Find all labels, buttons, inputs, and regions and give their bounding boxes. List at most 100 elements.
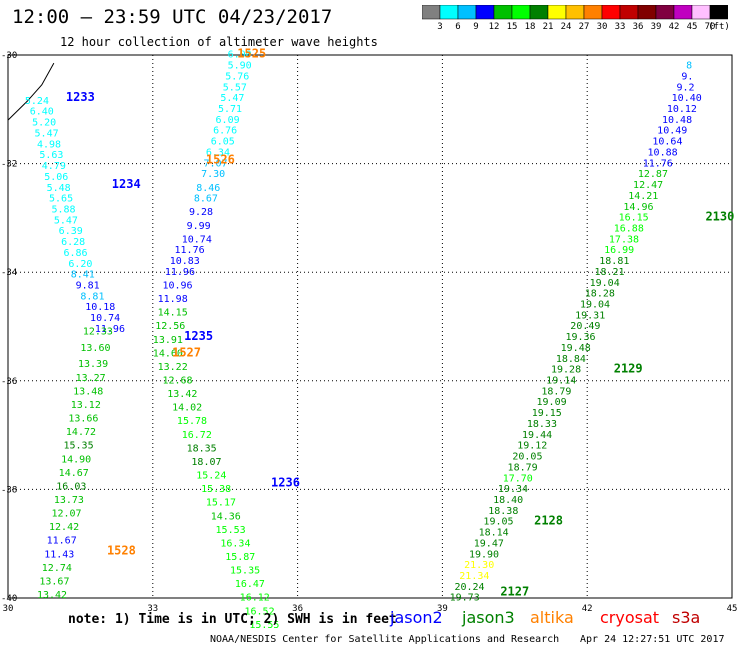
pass-number-label: 2127 — [500, 584, 529, 598]
swh-observation: 5.47 — [220, 93, 244, 104]
swh-observation: 19.44 — [522, 430, 552, 441]
colorbar-tick-label: 9 — [473, 22, 479, 32]
swh-observation: 18.79 — [508, 462, 538, 473]
footer-note: note: 1) Time is in UTC; 2) SWH is in fe… — [68, 612, 397, 627]
swh-observation: 13.67 — [39, 576, 69, 587]
colorbar — [422, 5, 728, 20]
colorbar-tick-label: 3 — [437, 22, 443, 32]
pass-number-label: 1527 — [172, 345, 201, 359]
swh-observation: 10.40 — [672, 93, 702, 104]
swh-observation: 19.90 — [469, 549, 499, 560]
swh-observation: 12.42 — [49, 522, 79, 533]
colorbar-tick-label: 27 — [578, 22, 590, 32]
swh-observation: 5.76 — [225, 71, 249, 82]
swh-observation: 10.74 — [182, 234, 212, 245]
swh-observation: 13.12 — [71, 400, 101, 411]
x-tick-label: 36 — [292, 604, 303, 614]
legend-s3a: s3a — [672, 608, 701, 627]
swh-observation: 13.39 — [78, 359, 108, 370]
colorbar-tick-label: (ft) — [708, 22, 730, 32]
swh-observation: 15.24 — [196, 471, 226, 482]
swh-observation: 19.28 — [551, 365, 581, 376]
swh-observation: 13.22 — [158, 362, 188, 373]
swh-observation: 6.40 — [30, 107, 54, 118]
swh-observation: 19.12 — [517, 441, 547, 452]
swh-observation: 13.91 — [153, 335, 183, 346]
swh-observation: 19.04 — [590, 278, 620, 289]
swh-observation: 11.98 — [158, 294, 188, 305]
swh-observation: 10.18 — [85, 302, 115, 313]
swh-observation: 18.35 — [187, 443, 217, 454]
x-tick-label: 39 — [437, 604, 448, 614]
x-tick-label: 42 — [582, 604, 593, 614]
map-frame — [7, 54, 733, 599]
swh-observation: 5.63 — [39, 150, 63, 161]
swh-observation: 12.68 — [162, 376, 192, 387]
swh-observation: 10.48 — [662, 115, 692, 126]
swh-observation: 11.96 — [165, 267, 195, 278]
x-tick-label: 30 — [3, 604, 14, 614]
swh-observation: 8.41 — [71, 270, 95, 281]
swh-observation: 16.88 — [614, 223, 644, 234]
pass-number-label: 1234 — [112, 177, 141, 191]
swh-observation: 10.74 — [90, 313, 120, 324]
swh-observation: 19.31 — [575, 310, 605, 321]
swh-observation: 19.09 — [537, 397, 567, 408]
swh-observation: 13.27 — [76, 373, 106, 384]
swh-observation: 18.28 — [585, 289, 615, 300]
swh-observation: 6.28 — [61, 237, 85, 248]
swh-observation: 5.47 — [35, 128, 59, 139]
swh-observation: 19.36 — [565, 332, 595, 343]
swh-observation: 15.55 — [249, 620, 279, 631]
generation-timestamp: Apr 24 12:27:51 UTC 2017 — [580, 634, 725, 645]
swh-observation: 6.00 — [228, 50, 252, 61]
swh-observation: 18.84 — [556, 354, 586, 365]
swh-observation: 4.79 — [42, 161, 66, 172]
swh-observation: 8.46 — [196, 183, 220, 194]
swh-observation: 12.47 — [633, 180, 663, 191]
swh-observation: 8.67 — [194, 194, 218, 205]
legend-jason3: jason3 — [462, 608, 515, 627]
colorbar-tick-label: 15 — [506, 22, 518, 32]
swh-observation: 16.99 — [604, 245, 634, 256]
swh-observation: 15.87 — [225, 552, 255, 563]
swh-observation: 5.90 — [228, 61, 252, 72]
colorbar-tick-label: 45 — [686, 22, 698, 32]
swh-observation: 16.03 — [56, 481, 86, 492]
swh-observation: 21.34 — [459, 571, 489, 582]
colorbar-labels: 3 6 9 12 15 18 21 24 27 30 33 36 39 42 45 70 (ft) — [422, 22, 730, 36]
swh-observation: 18.79 — [541, 386, 571, 397]
y-tick-label: -38 — [1, 485, 17, 495]
swh-observation: 8.81 — [80, 291, 104, 302]
swh-observation: 9.28 — [189, 207, 213, 218]
swh-observation: 7.30 — [201, 169, 225, 180]
swh-observation: 14.72 — [66, 427, 96, 438]
swh-observation: 18.21 — [594, 267, 624, 278]
swh-observation: 6.39 — [59, 226, 83, 237]
swh-observation: 12.33 — [83, 327, 113, 338]
swh-observation: 15.78 — [177, 416, 207, 427]
y-tick-label: -36 — [1, 377, 17, 387]
swh-observation: 11.96 — [95, 324, 125, 335]
x-tick-label: 33 — [147, 604, 158, 614]
swh-observation: 20.05 — [512, 452, 542, 463]
pass-number-label: 1236 — [271, 476, 300, 490]
swh-observation: 19.15 — [532, 408, 562, 419]
swh-observation: 19.47 — [474, 538, 504, 549]
colorbar-swatch — [709, 5, 728, 20]
swh-observation: 12.74 — [42, 563, 72, 574]
x-tick-label: 45 — [727, 604, 738, 614]
swh-observation: 5.24 — [25, 96, 49, 107]
swh-observation: 15.17 — [206, 498, 236, 509]
swh-observation: 5.20 — [32, 118, 56, 129]
swh-observation: 18.81 — [599, 256, 629, 267]
swh-observation: 18.07 — [191, 457, 221, 468]
colorbar-tick-label: 42 — [668, 22, 680, 32]
swh-observation: 14.96 — [623, 202, 653, 213]
colorbar-tick-label: 24 — [560, 22, 572, 32]
y-tick-label: -32 — [1, 160, 17, 170]
swh-observation: 10.49 — [657, 126, 687, 137]
swh-observation: 5.65 — [49, 194, 73, 205]
swh-observation: 8 — [686, 61, 692, 72]
